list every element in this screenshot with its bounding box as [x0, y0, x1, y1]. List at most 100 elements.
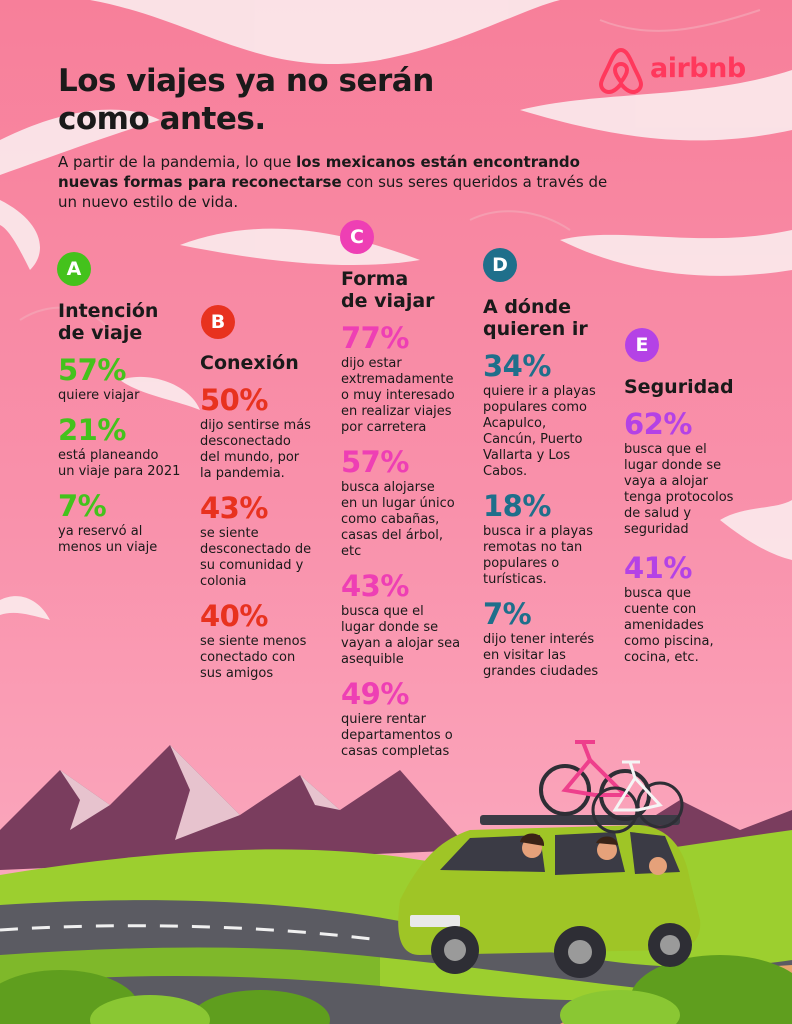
section-c-heading-line: de viajar — [341, 290, 435, 312]
stat-item: 57% busca alojarse en un lugar único com… — [341, 446, 481, 560]
stat-item: 40% se siente menos conectado con sus am… — [200, 600, 340, 682]
desc-line: está planeando — [58, 448, 159, 463]
stat-item: 43% se siente desconectado de su comunid… — [200, 492, 340, 590]
stat-percentage: 34% — [483, 349, 551, 383]
desc-line: vaya a alojar — [624, 474, 709, 489]
title-line-2: como antes. — [58, 101, 266, 137]
section-d-heading-line: A dónde — [483, 296, 571, 318]
stat-item: 18% busca ir a playas remotas no tan pop… — [483, 490, 623, 588]
stat-description: quiere viajar — [58, 388, 208, 404]
desc-line: etc — [341, 544, 362, 559]
desc-line: desconectado de — [200, 542, 312, 557]
desc-line: dijo estar — [341, 356, 402, 371]
stat-description: busca ir a playas remotas no tan popular… — [483, 524, 623, 588]
desc-line: Vallarta y Los — [483, 448, 571, 463]
stat-item: 7% ya reservó al menos un viaje — [58, 490, 208, 556]
section-b-heading-line: Conexión — [200, 352, 299, 374]
desc-line: conectado con — [200, 650, 296, 665]
desc-line: quiere viajar — [58, 388, 140, 403]
desc-line: se siente — [200, 526, 259, 541]
stat-item: 34% quiere ir a playas populares como Ac… — [483, 350, 623, 480]
stat-description: busca alojarse en un lugar único como ca… — [341, 480, 481, 560]
stat-description: ya reservó al menos un viaje — [58, 524, 208, 556]
stat-percentage: 57% — [341, 445, 409, 479]
desc-line: como piscina, — [624, 634, 714, 649]
stat-percentage: 43% — [341, 569, 409, 603]
airbnb-logo-text: airbnb — [650, 53, 746, 84]
desc-line: cocina, etc. — [624, 650, 699, 665]
stat-percentage: 77% — [341, 321, 409, 355]
desc-line: remotas no tan — [483, 540, 583, 555]
stat-item: 62% busca que el lugar donde se vaya a a… — [624, 408, 774, 538]
section-a-heading-line: Intención — [58, 300, 159, 322]
badge-b: B — [201, 305, 235, 339]
desc-line: busca que el — [624, 442, 707, 457]
stat-item: 57% quiere viajar — [58, 354, 208, 404]
desc-line: extremadamente — [341, 372, 454, 387]
road — [0, 900, 792, 1024]
section-c-heading-line: Forma — [341, 268, 409, 290]
bicycles-illustration — [539, 740, 684, 834]
desc-line: Cancún, Puerto — [483, 432, 583, 447]
desc-line: ya reservó al — [58, 524, 143, 539]
section-c: Forma de viajar 77% dijo estar extremada… — [341, 268, 481, 760]
desc-line: casas completas — [341, 744, 450, 759]
stat-description: dijo tener interés en visitar las grande… — [483, 632, 623, 680]
badge-e: E — [625, 328, 659, 362]
desc-line: la pandemia. — [200, 466, 285, 481]
intro-part-1: A partir de la pandemia, lo que — [58, 153, 297, 171]
badge-a: A — [57, 252, 91, 286]
section-d-heading-line: quieren ir — [483, 318, 588, 340]
desc-line: en un lugar único — [341, 496, 455, 511]
stat-item: 41% busca que cuente con amenidades como… — [624, 552, 774, 666]
badge-c: C — [340, 220, 374, 254]
section-a: Intención de viaje 57% quiere viajar 21%… — [58, 300, 208, 556]
section-d: A dónde quieren ir 34% quiere ir a playa… — [483, 296, 623, 680]
stat-percentage: 62% — [624, 407, 692, 441]
stat-percentage: 7% — [483, 597, 532, 631]
desc-line: dijo tener interés — [483, 632, 595, 647]
desc-line: busca que el — [341, 604, 424, 619]
desc-line: su comunidad y — [200, 558, 304, 573]
stat-percentage: 40% — [200, 599, 268, 633]
desc-line: amenidades — [624, 618, 704, 633]
desc-line: busca ir a playas — [483, 524, 593, 539]
stat-percentage: 7% — [58, 489, 107, 523]
stat-percentage: 18% — [483, 489, 551, 523]
stat-description: dijo estar extremadamente o muy interesa… — [341, 356, 481, 436]
desc-line: menos un viaje — [58, 540, 158, 555]
intro-paragraph: A partir de la pandemia, lo que los mexi… — [58, 152, 618, 212]
section-d-heading: A dónde quieren ir — [483, 296, 623, 340]
desc-line: casas del árbol, — [341, 528, 444, 543]
mountains — [0, 745, 470, 870]
stat-description: dijo sentirse más desconectado del mundo… — [200, 418, 340, 482]
desc-line: quiere rentar — [341, 712, 426, 727]
stat-item: 43% busca que el lugar donde se vayan a … — [341, 570, 481, 668]
page-title: Los viajes ya no serán como antes. — [58, 62, 518, 138]
desc-line: en visitar las — [483, 648, 566, 663]
desc-line: cuente con — [624, 602, 697, 617]
airbnb-logo: airbnb — [598, 46, 748, 96]
desc-line: dijo sentirse más — [200, 418, 311, 433]
stat-item: 77% dijo estar extremadamente o muy inte… — [341, 322, 481, 436]
stat-percentage: 41% — [624, 551, 692, 585]
desc-line: de salud y — [624, 506, 692, 521]
desc-line: del mundo, por — [200, 450, 300, 465]
stat-percentage: 50% — [200, 383, 268, 417]
stat-description: se siente menos conectado con sus amigos — [200, 634, 340, 682]
stat-item: 21% está planeando un viaje para 2021 — [58, 414, 208, 480]
stat-description: se siente desconectado de su comunidad y… — [200, 526, 340, 590]
section-b: Conexión 50% dijo sentirse más desconect… — [200, 352, 340, 682]
stat-item: 49% quiere rentar departamentos o casas … — [341, 678, 481, 760]
desc-line: como cabañas, — [341, 512, 440, 527]
badge-d: D — [483, 248, 517, 282]
desc-line: grandes ciudades — [483, 664, 599, 679]
desc-line: busca alojarse — [341, 480, 435, 495]
section-e: Seguridad 62% busca que el lugar donde s… — [624, 376, 774, 666]
section-a-heading: Intención de viaje — [58, 300, 208, 344]
desc-line: busca que — [624, 586, 691, 601]
stat-description: está planeando un viaje para 2021 — [58, 448, 208, 480]
stat-description: quiere rentar departamentos o casas comp… — [341, 712, 481, 760]
stat-description: busca que el lugar donde se vaya a aloja… — [624, 442, 774, 538]
desc-line: turísticas. — [483, 572, 547, 587]
